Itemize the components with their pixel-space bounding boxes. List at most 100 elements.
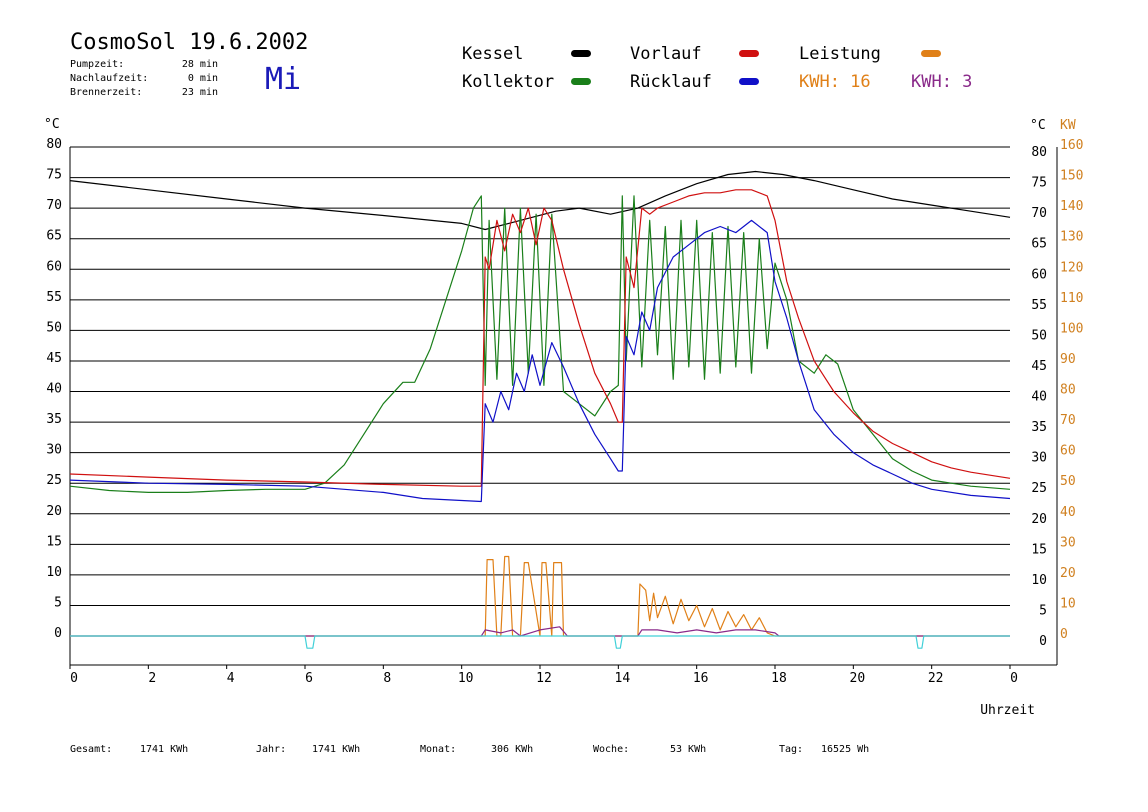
y-tick-label-left: 45	[46, 351, 62, 366]
y-tick-label-right: 30	[1031, 451, 1047, 466]
series-line-leistung	[70, 555, 1010, 637]
footer-tag-value: 16525 Wh	[821, 744, 870, 755]
x-tick-label: 8	[383, 671, 391, 686]
y-tick-label-left: 10	[46, 565, 62, 580]
legend-kollektor-swatch	[571, 78, 591, 85]
kw-tick-label: 40	[1060, 505, 1076, 520]
kw-tick-label: 0	[1060, 627, 1068, 642]
y-tick-label-right: 50	[1031, 328, 1047, 343]
series-line-burner	[70, 626, 1010, 637]
kw-tick-label: 150	[1060, 169, 1083, 184]
footer-monat-value: 306 KWh	[491, 744, 534, 755]
y-tick-label-right: 80	[1031, 145, 1047, 160]
kw-tick-label: 50	[1060, 474, 1076, 489]
y-tick-label-left: 55	[46, 290, 62, 305]
stat-brennerzeit-value: 23 min	[181, 87, 218, 98]
stat-pumpzeit-label: Pumpzeit:	[70, 59, 125, 70]
kw-tick-label: 70	[1060, 413, 1076, 428]
kw-tick-label: 140	[1060, 199, 1083, 214]
footer-jahr-value: 1741 KWh	[312, 744, 361, 755]
stat-nachlaufzeit-label: Nachlaufzeit:	[70, 73, 149, 84]
x-axis-title: Uhrzeit	[980, 703, 1035, 718]
y-tick-label-left: 15	[46, 534, 62, 549]
x-tick-label: 12	[536, 671, 552, 686]
x-tick-label: 16	[693, 671, 709, 686]
x-tick-label: 2	[148, 671, 156, 686]
y-tick-label-left: 80	[46, 137, 62, 152]
legend-leistung-label: Leistung	[799, 44, 881, 64]
y-tick-label-right: 0	[1039, 634, 1047, 649]
stat-pumpzeit-value: 28 min	[181, 59, 218, 70]
y-tick-label-right: 40	[1031, 390, 1047, 405]
x-tick-label: 0	[1010, 671, 1018, 686]
x-tick-label: 14	[615, 671, 631, 686]
legend-kwh-solar: KWH: 16	[799, 72, 871, 92]
footer-tag-label: Tag:	[779, 744, 804, 755]
weekday-label: Mi	[265, 62, 302, 97]
series-line-pump	[70, 635, 1010, 649]
kw-tick-label: 90	[1060, 352, 1076, 367]
series-line-kessel	[69, 170, 1011, 231]
series-line-kollektor	[69, 195, 1011, 493]
y-tick-label-right: 15	[1031, 542, 1047, 557]
kw-tick-label: 20	[1060, 566, 1076, 581]
y-tick-label-right: 75	[1031, 176, 1047, 191]
legend-vorlauf-label: Vorlauf	[630, 44, 702, 64]
y-axis-title-left: °C	[44, 117, 60, 132]
series-line-ruecklauf	[69, 219, 1011, 503]
y-tick-label-left: 40	[46, 382, 62, 397]
y-tick-label-left: 30	[46, 443, 62, 458]
y-tick-label-right: 70	[1031, 206, 1047, 221]
y-tick-label-left: 65	[46, 229, 62, 244]
kw-tick-label: 30	[1060, 535, 1076, 550]
x-tick-label: 0	[70, 671, 78, 686]
y-axis-title-right: °C	[1030, 118, 1046, 133]
kw-tick-label: 80	[1060, 383, 1076, 398]
y-tick-label-right: 35	[1031, 420, 1047, 435]
kw-tick-label: 60	[1060, 444, 1076, 459]
kw-tick-label: 10	[1060, 596, 1076, 611]
legend-kessel-label: Kessel	[462, 44, 524, 64]
y-tick-label-left: 50	[46, 320, 62, 335]
y-tick-label-left: 5	[54, 595, 62, 610]
footer-woche-label: Woche:	[593, 744, 630, 755]
x-tick-label: 4	[227, 671, 235, 686]
y-tick-label-right: 10	[1031, 573, 1047, 588]
footer-gesamt-label: Gesamt:	[70, 744, 113, 755]
x-tick-label: 6	[305, 671, 313, 686]
y-tick-label-left: 20	[46, 504, 62, 519]
legend-kwh-burner: KWH: 3	[911, 72, 973, 92]
footer-jahr-label: Jahr:	[256, 744, 287, 755]
y-tick-label-right: 45	[1031, 359, 1047, 374]
footer-monat-label: Monat:	[420, 744, 457, 755]
y-tick-label-right: 25	[1031, 481, 1047, 496]
legend-ruecklauf-swatch	[739, 78, 759, 85]
kw-tick-label: 110	[1060, 291, 1083, 306]
x-tick-label: 10	[458, 671, 474, 686]
legend-leistung-swatch	[921, 50, 941, 57]
x-tick-label: 22	[928, 671, 944, 686]
y-tick-label-left: 75	[46, 168, 62, 183]
x-tick-label: 18	[771, 671, 787, 686]
kw-axis-title: KW	[1060, 118, 1076, 133]
footer-gesamt-value: 1741 KWh	[140, 744, 189, 755]
kw-tick-label: 100	[1060, 321, 1083, 336]
y-tick-label-right: 65	[1031, 237, 1047, 252]
x-tick-label: 20	[850, 671, 866, 686]
y-tick-label-right: 60	[1031, 267, 1047, 282]
y-tick-label-left: 25	[46, 473, 62, 488]
y-tick-label-right: 5	[1039, 603, 1047, 618]
kw-tick-label: 160	[1060, 138, 1083, 153]
footer-woche-value: 53 KWh	[670, 744, 707, 755]
series-line-vorlauf	[69, 189, 1011, 487]
y-tick-label-left: 35	[46, 412, 62, 427]
chart-title: CosmoSol 19.6.2002	[70, 30, 309, 55]
y-tick-label-left: 70	[46, 198, 62, 213]
y-tick-label-left: 0	[54, 626, 62, 641]
kw-tick-label: 130	[1060, 230, 1083, 245]
stat-nachlaufzeit-value: 0 min	[187, 73, 218, 84]
kw-tick-label: 120	[1060, 260, 1083, 275]
y-tick-label-right: 20	[1031, 512, 1047, 527]
stat-brennerzeit-label: Brennerzeit:	[70, 87, 143, 98]
